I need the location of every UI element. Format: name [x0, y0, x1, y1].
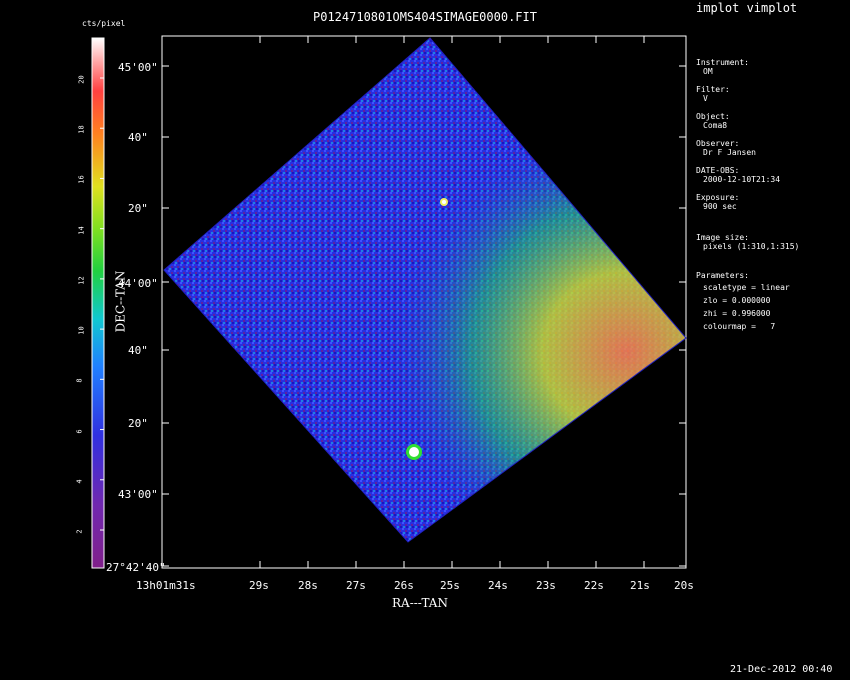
info-label: Object:	[696, 112, 730, 121]
colorbar-tick-label: 18	[77, 125, 86, 134]
frame-ticks	[161, 36, 687, 568]
info-label: Exposure:	[696, 193, 740, 202]
y-tick-label: 20"	[128, 417, 148, 430]
y-tick-label: 40"	[128, 131, 148, 144]
info-value: 2000-12-10T21:34	[703, 175, 781, 184]
colorbar	[91, 37, 105, 569]
info-value: scaletype = linear	[703, 283, 790, 292]
colorbar-tick-label: 4	[75, 479, 84, 484]
colorbar-unit-label: cts/pixel	[82, 19, 126, 28]
info-value: Dr F Jansen	[703, 148, 756, 157]
colorbar-ticks	[100, 77, 104, 531]
sky-image	[164, 38, 686, 542]
info-parameters: Parameters: scaletype = linear zlo = 0.0…	[696, 271, 846, 331]
colorbar-tick-label: 20	[77, 75, 86, 84]
x-tick-label: 28s	[298, 579, 318, 592]
y-tick-label: 45'00"	[118, 61, 158, 74]
y-tick-label: 20"	[128, 202, 148, 215]
x-tick-label: 23s	[536, 579, 556, 592]
param-colourmap: colourmap = 7	[703, 322, 776, 331]
info-image-size: Image size: pixels (1:310,1:315)	[696, 233, 846, 271]
image-title: P0124710801OMS404SIMAGE0000.FIT	[313, 10, 537, 24]
info-label: Instrument:	[696, 58, 749, 67]
info-value: 900 sec	[703, 202, 737, 211]
x-tick-label: 13h01m31s	[136, 579, 196, 592]
colorbar-tick-label: 8	[75, 378, 84, 383]
info-label: Observer:	[696, 139, 740, 148]
image-edge	[163, 37, 687, 543]
x-tick-label: 26s	[394, 579, 414, 592]
x-tick-label: 20s	[674, 579, 694, 592]
info-label: Filter:	[696, 85, 730, 94]
x-tick-label: 27s	[346, 579, 366, 592]
info-panel: Instrument: OM Filter: V Object: Coma8 O…	[696, 58, 846, 331]
x-tick-label: 29s	[249, 579, 269, 592]
plot-frame	[161, 35, 687, 569]
info-value: V	[703, 94, 708, 103]
info-date-obs: DATE-OBS: 2000-12-10T21:34	[696, 166, 846, 193]
x-tick-label: 21s	[630, 579, 650, 592]
colorbar-tick-label: 14	[77, 225, 86, 235]
param-zhi: zhi = 0.996000	[703, 309, 771, 318]
info-label: Image size:	[696, 233, 749, 242]
y-axis-label: DEC--TAN	[113, 270, 128, 333]
info-label: Parameters:	[696, 271, 749, 280]
info-instrument: Instrument: OM	[696, 58, 846, 85]
x-tick-label: 22s	[584, 579, 604, 592]
colorbar-tick-label: 10	[77, 326, 86, 335]
info-value: pixels (1:310,1:315)	[703, 242, 800, 251]
info-object: Object: Coma8	[696, 112, 846, 139]
info-observer: Observer: Dr F Jansen	[696, 139, 846, 166]
info-filter: Filter: V	[696, 85, 846, 112]
timestamp: 21-Dec-2012 00:40	[730, 664, 833, 675]
info-exposure: Exposure: 900 sec	[696, 193, 846, 233]
colorbar-tick-label: 2	[75, 529, 84, 534]
colorbar-tick-label: 6	[75, 428, 84, 434]
colorbar-tick-label: 12	[77, 276, 86, 285]
colorbar-tick-label: 16	[77, 175, 86, 185]
x-tick-label: 25s	[440, 579, 460, 592]
y-tick-label: 44'00"	[118, 277, 158, 290]
info-label: DATE-OBS:	[696, 166, 740, 175]
x-axis-label: RA---TAN	[392, 596, 448, 610]
y-tick-label: 40"	[128, 344, 148, 357]
x-tick-label: 24s	[488, 579, 508, 592]
y-tick-label: 43'00"	[118, 488, 158, 501]
info-value: OM	[703, 67, 713, 76]
param-zlo: zlo = 0.000000	[703, 296, 771, 305]
y-tick-label: 27°42'40"	[106, 561, 166, 574]
info-value: Coma8	[703, 121, 728, 130]
program-name: implot vimplot	[696, 1, 798, 15]
